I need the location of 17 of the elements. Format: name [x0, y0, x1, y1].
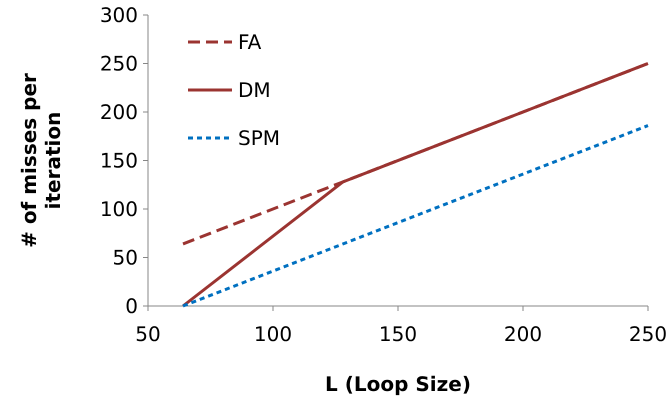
x-tick-label: 50	[135, 322, 161, 346]
y-axis-title: # of misses per iteration	[17, 72, 65, 248]
x-axis-title: L (Loop Size)	[325, 372, 471, 396]
x-tick-label: 100	[254, 322, 292, 346]
legend-label: SPM	[238, 126, 280, 150]
y-tick-label: 250	[100, 52, 138, 76]
y-tick-label: 300	[100, 3, 138, 27]
x-tick-label: 150	[378, 322, 418, 346]
y-tick-label: 50	[112, 246, 138, 270]
legend-label: DM	[238, 78, 271, 102]
y-tick-label: 150	[100, 148, 138, 172]
y-tick-label: 200	[100, 100, 138, 124]
x-tick-label: 200	[504, 322, 542, 346]
y-tick-label: 100	[100, 197, 138, 221]
x-tick-label: 250	[628, 322, 668, 346]
legend-label: FA	[238, 30, 262, 54]
y-tick-label: 0	[125, 294, 138, 318]
